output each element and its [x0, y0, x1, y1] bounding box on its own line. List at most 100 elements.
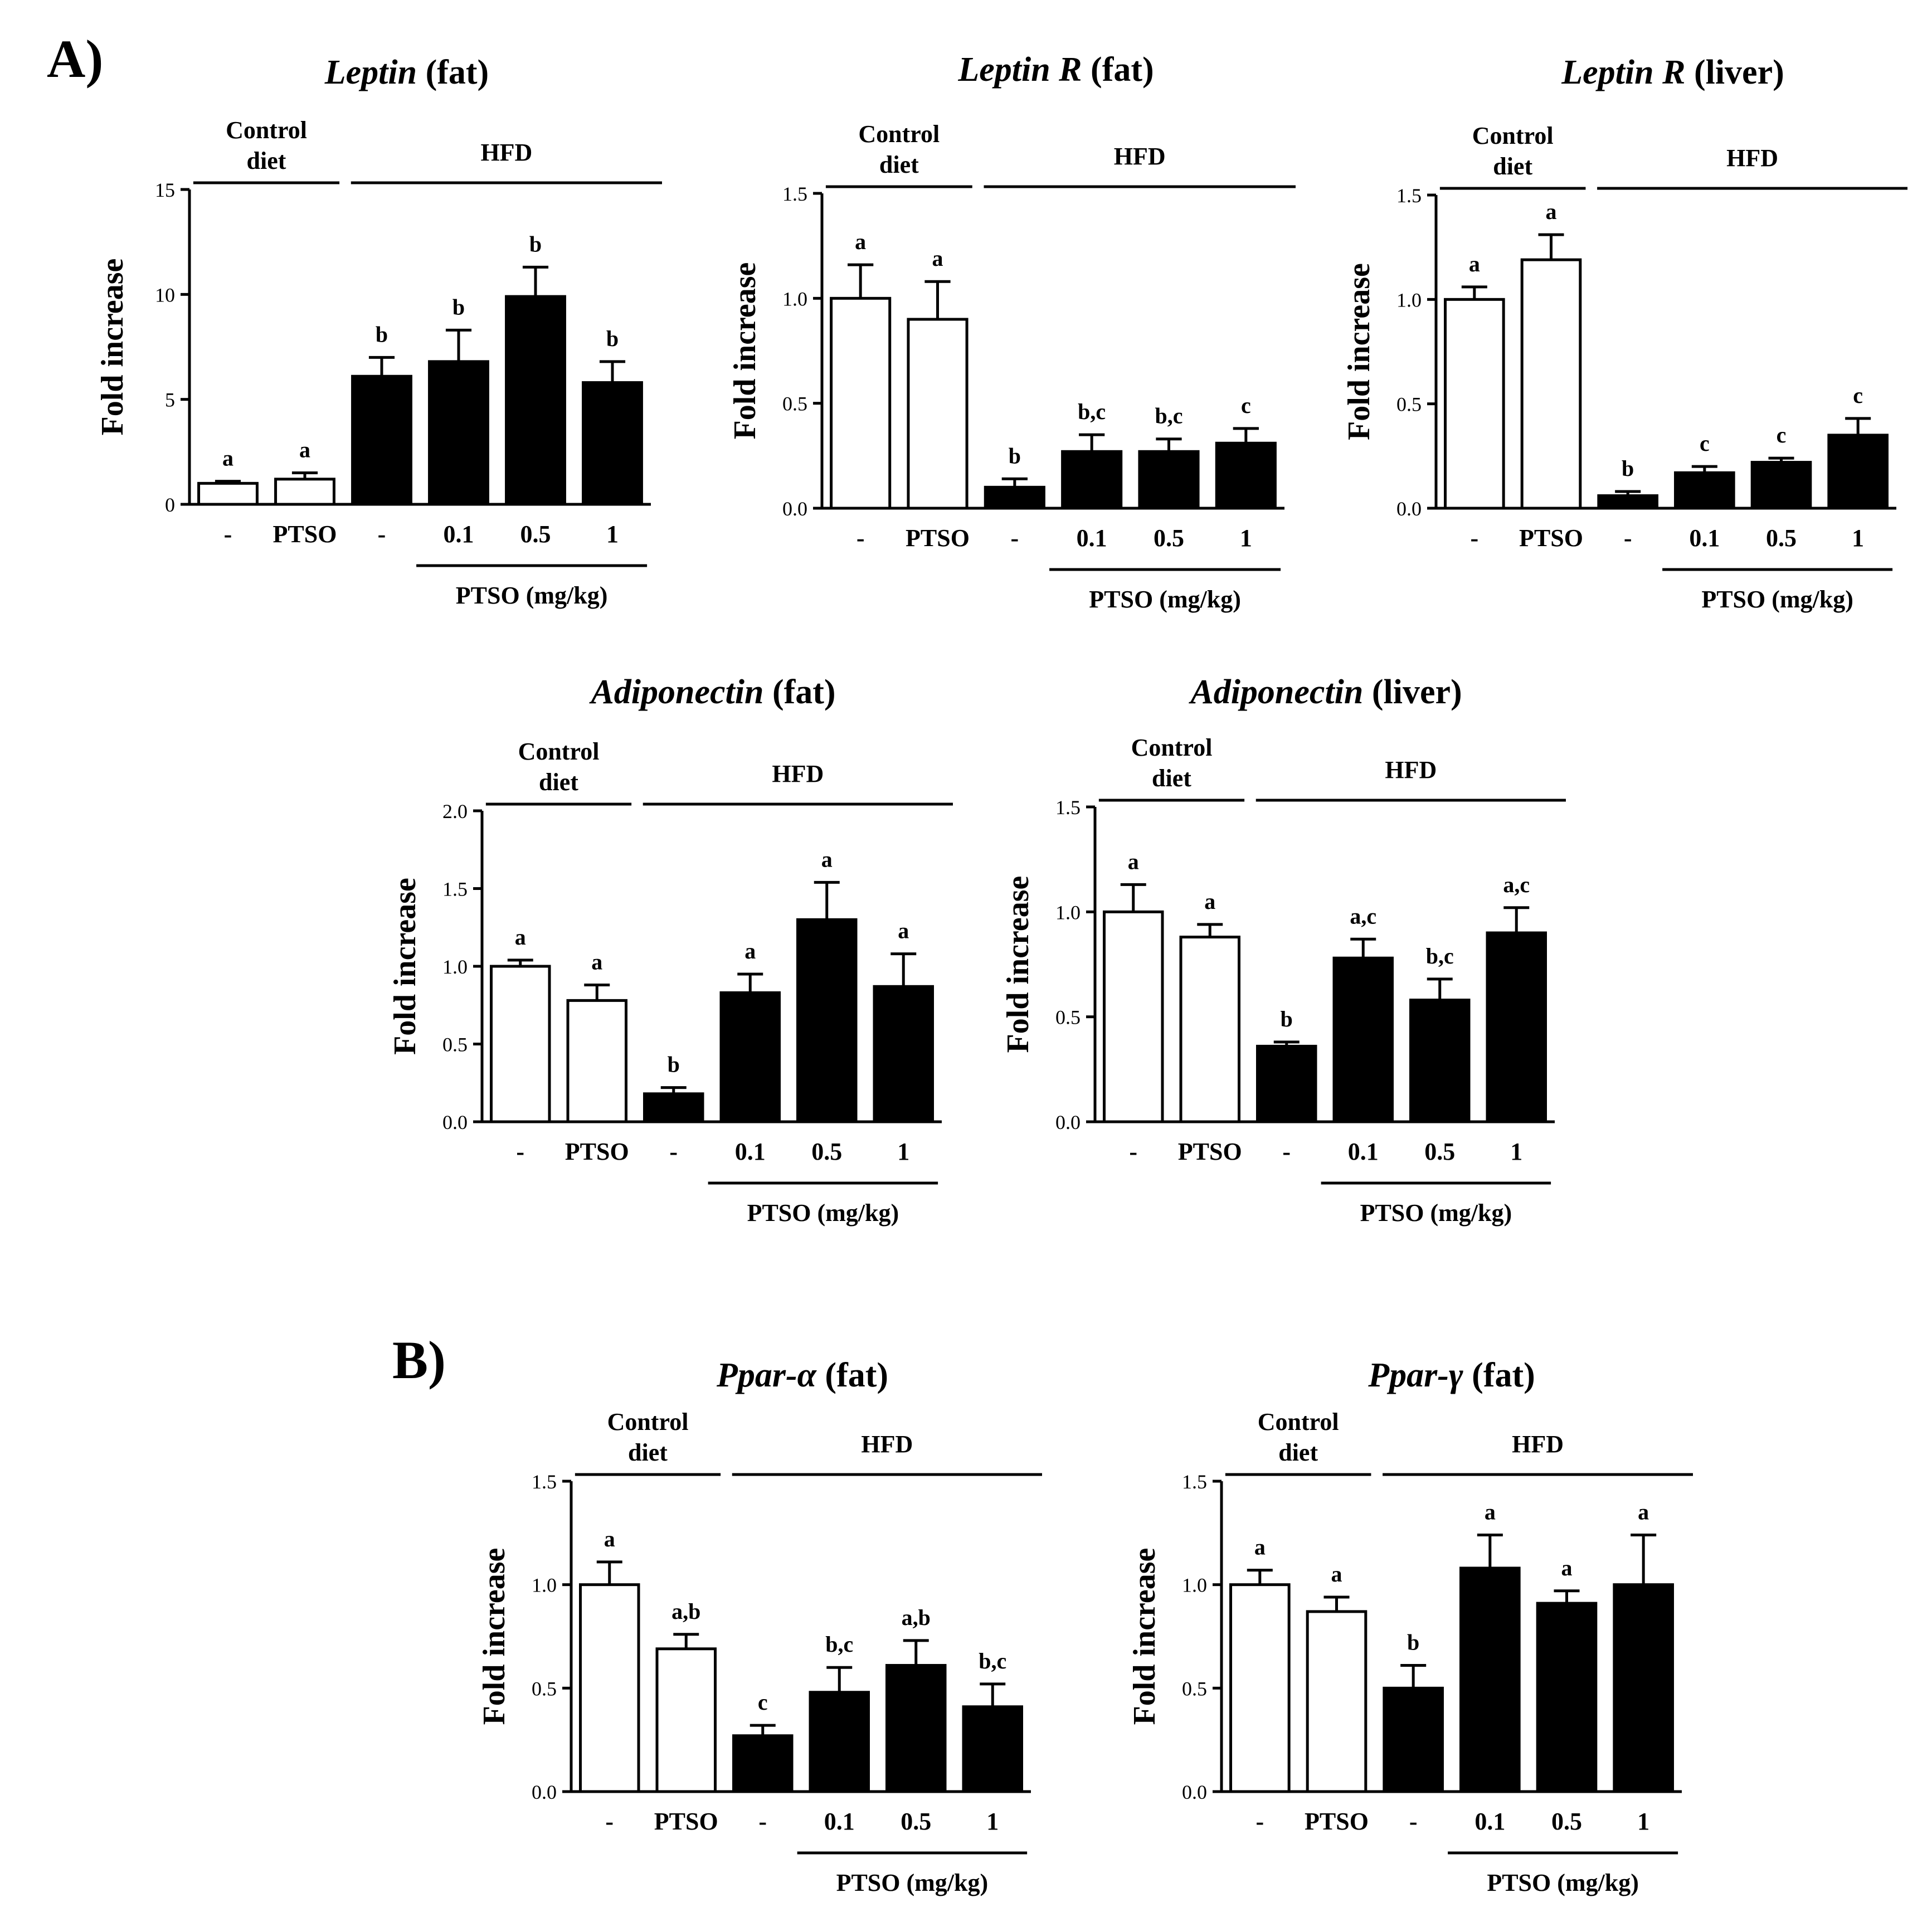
x-category-label: - — [856, 524, 865, 552]
x-axis-label: PTSO (mg/kg) — [1701, 586, 1853, 613]
x-category-label: 0.5 — [1551, 1808, 1582, 1835]
x-axis-label: PTSO (mg/kg) — [1360, 1199, 1512, 1227]
bar — [351, 374, 412, 506]
significance-letter: a,b — [902, 1605, 931, 1630]
significance-letter: a — [898, 918, 909, 943]
x-category-label: PTSO — [273, 520, 337, 548]
significance-letter: a — [1546, 199, 1557, 224]
y-tick-label: 1.0 — [442, 956, 468, 978]
bar — [1409, 999, 1471, 1123]
hfd-group-label: HFD — [772, 760, 824, 787]
bar — [1827, 434, 1889, 510]
chart-title: Leptin R (liver) — [1561, 53, 1784, 91]
significance-letter: a,b — [671, 1599, 700, 1624]
significance-letter: c — [1700, 431, 1710, 456]
significance-letter: a — [1204, 889, 1215, 914]
x-category-label: 1 — [986, 1808, 999, 1835]
significance-letter: b — [668, 1052, 680, 1077]
bar — [505, 295, 566, 506]
significance-letter: a — [222, 446, 233, 471]
y-tick-label: 0.5 — [442, 1034, 468, 1056]
y-tick-label: 1.5 — [442, 878, 468, 901]
significance-letter: a — [855, 229, 866, 254]
control-group-label: Control — [1258, 1408, 1339, 1436]
significance-letter: c — [758, 1690, 768, 1715]
bar — [197, 481, 259, 506]
significance-letter: b — [376, 322, 388, 347]
control-group-label: Control — [858, 120, 940, 148]
x-category-label: - — [758, 1808, 767, 1835]
chart-title: Adiponectin (liver) — [1188, 673, 1462, 711]
control-group-label-diet: diet — [1493, 153, 1532, 180]
y-tick-label: 10 — [155, 284, 175, 306]
significance-letter: c — [1241, 393, 1251, 418]
y-tick-label: 0.5 — [1055, 1006, 1081, 1029]
y-tick-label: 1.0 — [1182, 1574, 1207, 1597]
chart-title: Ppar-γ (fat) — [1368, 1356, 1535, 1394]
significance-letter: b,c — [979, 1648, 1006, 1673]
x-category-label: 1 — [1637, 1808, 1649, 1835]
bar — [809, 1691, 870, 1793]
chart-title-gene: Leptin R — [957, 51, 1082, 89]
y-axis-label: Fold increase — [95, 259, 130, 436]
significance-letter: a — [1331, 1561, 1342, 1587]
x-category-label: PTSO — [906, 524, 970, 552]
significance-letter: b,c — [1155, 403, 1183, 429]
x-axis-label: PTSO (mg/kg) — [1089, 586, 1241, 613]
y-axis-label: Fold increase — [388, 878, 422, 1055]
control-group-label: Control — [518, 738, 600, 765]
x-category-label: - — [1471, 524, 1479, 552]
significance-letter: c — [1853, 383, 1863, 408]
significance-letter: b,c — [825, 1632, 853, 1657]
bar — [1179, 936, 1240, 1123]
significance-letter: a — [1485, 1500, 1496, 1525]
y-axis-label: Fold increase — [1342, 263, 1376, 440]
chart-title-gene: Adiponectin — [588, 673, 763, 711]
x-category-label: 0.1 — [824, 1808, 855, 1835]
significance-letter: a — [1469, 251, 1480, 276]
chart-leptinr-fat: Leptin R (fat) Control diet HFD 0.0 0.5 1.0 1.5… — [728, 51, 1296, 613]
x-category-label: 0.1 — [1474, 1808, 1505, 1835]
significance-letter: a — [591, 949, 602, 974]
y-tick-label: 15 — [155, 179, 175, 201]
hfd-group-label: HFD — [861, 1430, 913, 1458]
y-tick-label: 0.0 — [1182, 1781, 1207, 1803]
chart-title-gene: Leptin R — [1561, 53, 1685, 91]
y-tick-label: 5 — [165, 389, 175, 411]
chart-title-tissue: (fat) — [763, 673, 835, 711]
x-axis-label: PTSO (mg/kg) — [747, 1199, 899, 1227]
significance-letter: b — [1622, 456, 1634, 481]
y-tick-label: 0.0 — [442, 1111, 468, 1133]
hfd-group-label: HFD — [1114, 143, 1166, 170]
bar — [582, 381, 643, 506]
x-axis-label: PTSO (mg/kg) — [1487, 1869, 1639, 1896]
y-tick-label: 0.0 — [1396, 498, 1422, 520]
x-category-label: 0.5 — [1766, 524, 1797, 552]
y-axis-label: Fold increase — [1127, 1548, 1162, 1725]
chart-title: Adiponectin (fat) — [588, 673, 835, 711]
bar — [643, 1092, 704, 1123]
significance-letter: a — [1128, 849, 1139, 874]
hfd-group-label: HFD — [1512, 1430, 1564, 1458]
significance-letter: a,c — [1503, 872, 1530, 897]
chart-title: Leptin R (fat) — [957, 51, 1154, 89]
x-category-label: 0.1 — [1077, 524, 1107, 552]
control-group-label: Control — [1131, 734, 1213, 761]
bar — [885, 1663, 947, 1793]
chart-leptinr-liver: Leptin R (liver) Control diet HFD 0.0 0.5 1.0 1… — [1342, 53, 1907, 613]
x-category-label: - — [669, 1138, 678, 1165]
y-tick-label: 1.5 — [782, 183, 807, 205]
y-tick-label: 1.0 — [782, 288, 807, 310]
bar — [1229, 1583, 1291, 1793]
bar — [1306, 1610, 1368, 1793]
bar — [1597, 494, 1658, 510]
chart-pparg-fat: Ppar-γ (fat) Control diet HFD 0.0 0.5 1.0 1.5 Fo… — [1127, 1356, 1693, 1896]
bar — [1332, 956, 1394, 1123]
control-group-label: Control — [1472, 122, 1554, 149]
significance-letter: a,c — [1350, 903, 1376, 928]
significance-letter: a — [821, 846, 833, 872]
bar — [1256, 1044, 1317, 1123]
y-axis-label: Fold increase — [1001, 876, 1035, 1053]
y-tick-label: 2.0 — [442, 800, 468, 823]
